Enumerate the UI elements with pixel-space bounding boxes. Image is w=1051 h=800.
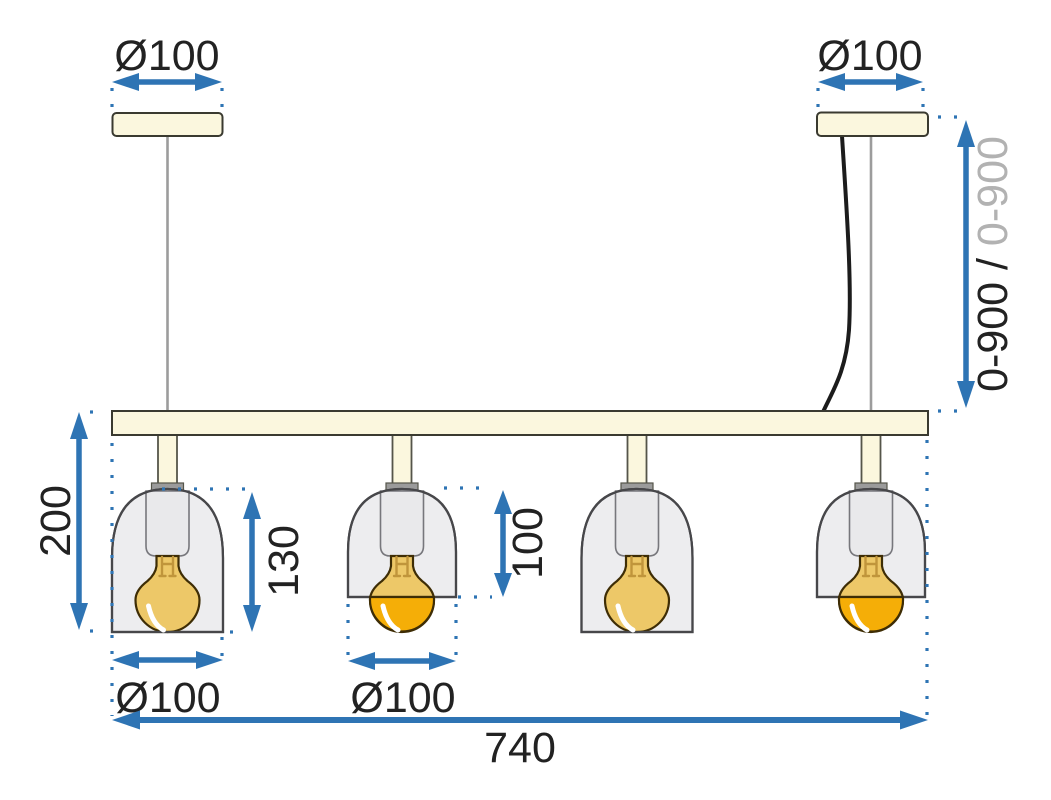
arrowhead — [957, 120, 975, 147]
dim-fixture-height: 200 — [32, 412, 88, 630]
arrowhead — [112, 73, 139, 91]
arrowhead — [348, 652, 375, 670]
cable-right-black — [821, 135, 852, 413]
arrowhead — [70, 412, 88, 439]
dim-canopy-left-diameter: Ø100 — [112, 32, 222, 91]
dim-bar-length: 740 — [112, 710, 928, 772]
canopy-left — [111, 112, 224, 137]
pendant-lamp-1 — [112, 434, 223, 632]
arrowhead — [195, 73, 222, 91]
canopy-right — [816, 111, 929, 137]
arrowhead — [70, 603, 88, 630]
arrowhead — [429, 652, 456, 670]
ceiling-bar — [111, 410, 929, 436]
arrowhead — [243, 492, 261, 519]
arrowhead — [112, 710, 140, 730]
dim-label: 740 — [484, 724, 556, 772]
dim-suspension-height: 0-900 / 0-900 — [957, 120, 1017, 408]
arrowhead — [896, 73, 923, 91]
extension-lines — [90, 88, 962, 716]
dim-label-black: 0-900 / — [969, 246, 1017, 392]
dim-short-shade-height: 100 — [494, 490, 552, 597]
arrowhead — [196, 651, 223, 669]
arrowhead — [494, 490, 512, 514]
dim-shade1-diameter: Ø100 — [112, 651, 223, 722]
arrowhead — [243, 605, 261, 632]
dim-label: Ø100 — [350, 674, 455, 722]
dim-shade2-diameter: Ø100 — [348, 652, 456, 722]
pendant-lamp-3 — [582, 434, 693, 632]
arrowhead — [957, 381, 975, 408]
arrowhead — [900, 710, 928, 730]
pendant-lamp-2 — [348, 434, 456, 632]
arrowhead — [112, 651, 139, 669]
dim-label: 0-900 / 0-900 — [969, 136, 1017, 392]
dim-label: 130 — [260, 525, 308, 597]
dim-label: Ø100 — [114, 32, 219, 80]
dim-label: Ø100 — [817, 32, 922, 80]
pendant-lamp-4 — [817, 434, 925, 632]
arrowhead — [818, 73, 845, 91]
arrowhead — [494, 573, 512, 597]
dim-label: 200 — [32, 485, 80, 557]
dim-label-gray: 0-900 — [969, 136, 1017, 246]
dim-label: 100 — [504, 507, 552, 579]
dim-tall-shade-height: 130 — [243, 492, 308, 632]
dim-canopy-right-diameter: Ø100 — [817, 32, 923, 91]
